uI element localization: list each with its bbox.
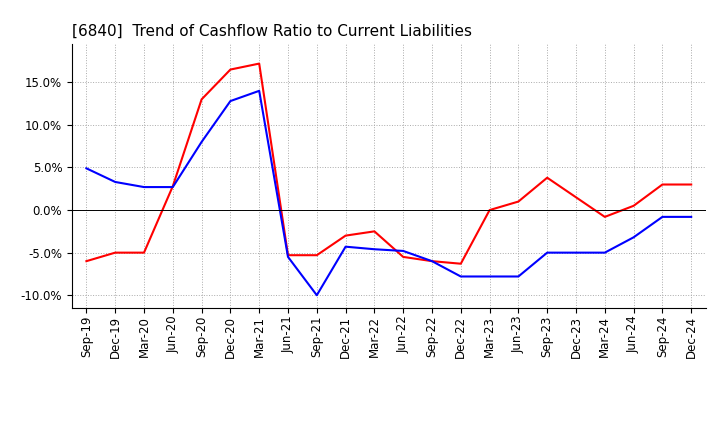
- Free CF to Current Liabilities: [168, 184, 177, 190]
- Operating CF to Current Liabilities: [687, 182, 696, 187]
- Operating CF to Current Liabilities: [370, 229, 379, 234]
- Free CF to Current Liabilities: [687, 214, 696, 220]
- Operating CF to Current Liabilities: [255, 61, 264, 66]
- Operating CF to Current Liabilities: [658, 182, 667, 187]
- Operating CF to Current Liabilities: [168, 183, 177, 189]
- Free CF to Current Liabilities: [197, 139, 206, 145]
- Operating CF to Current Liabilities: [629, 203, 638, 209]
- Line: Operating CF to Current Liabilities: Operating CF to Current Liabilities: [86, 64, 691, 264]
- Free CF to Current Liabilities: [456, 274, 465, 279]
- Free CF to Current Liabilities: [514, 274, 523, 279]
- Operating CF to Current Liabilities: [312, 253, 321, 258]
- Free CF to Current Liabilities: [658, 214, 667, 220]
- Free CF to Current Liabilities: [341, 244, 350, 249]
- Operating CF to Current Liabilities: [485, 207, 494, 213]
- Operating CF to Current Liabilities: [399, 254, 408, 260]
- Operating CF to Current Liabilities: [543, 175, 552, 180]
- Line: Free CF to Current Liabilities: Free CF to Current Liabilities: [86, 91, 691, 295]
- Operating CF to Current Liabilities: [572, 194, 580, 200]
- Operating CF to Current Liabilities: [428, 259, 436, 264]
- Operating CF to Current Liabilities: [140, 250, 148, 255]
- Operating CF to Current Liabilities: [111, 250, 120, 255]
- Free CF to Current Liabilities: [82, 166, 91, 171]
- Free CF to Current Liabilities: [629, 235, 638, 240]
- Free CF to Current Liabilities: [370, 246, 379, 252]
- Operating CF to Current Liabilities: [514, 199, 523, 204]
- Operating CF to Current Liabilities: [197, 97, 206, 102]
- Free CF to Current Liabilities: [572, 250, 580, 255]
- Operating CF to Current Liabilities: [226, 67, 235, 72]
- Text: [6840]  Trend of Cashflow Ratio to Current Liabilities: [6840] Trend of Cashflow Ratio to Curren…: [72, 24, 472, 39]
- Free CF to Current Liabilities: [312, 293, 321, 298]
- Free CF to Current Liabilities: [226, 99, 235, 104]
- Operating CF to Current Liabilities: [284, 253, 292, 258]
- Free CF to Current Liabilities: [255, 88, 264, 93]
- Free CF to Current Liabilities: [485, 274, 494, 279]
- Free CF to Current Liabilities: [600, 250, 609, 255]
- Operating CF to Current Liabilities: [456, 261, 465, 266]
- Free CF to Current Liabilities: [111, 180, 120, 185]
- Free CF to Current Liabilities: [284, 254, 292, 260]
- Free CF to Current Liabilities: [399, 248, 408, 253]
- Operating CF to Current Liabilities: [600, 214, 609, 220]
- Free CF to Current Liabilities: [140, 184, 148, 190]
- Free CF to Current Liabilities: [543, 250, 552, 255]
- Operating CF to Current Liabilities: [82, 259, 91, 264]
- Free CF to Current Liabilities: [428, 259, 436, 264]
- Operating CF to Current Liabilities: [341, 233, 350, 238]
